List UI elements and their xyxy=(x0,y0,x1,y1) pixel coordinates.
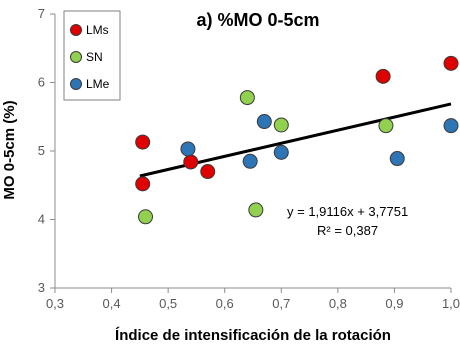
x-tick-label: 0,5 xyxy=(159,296,177,311)
data-point-lme xyxy=(256,114,272,130)
x-tick-label: 0,7 xyxy=(272,296,290,311)
data-point-sn xyxy=(138,209,154,225)
data-point-lme xyxy=(242,153,258,169)
chart-title: a) %MO 0-5cm xyxy=(196,10,319,30)
legend-label-lms: LMs xyxy=(86,23,109,37)
x-tick-label: 0,3 xyxy=(46,296,64,311)
ticks-layer: 0,3 0,4 0,5 0,6 0,7 0,8 0,9 1,0 3 4 5 6 7 xyxy=(38,6,460,311)
y-tick-label: 4 xyxy=(38,212,45,227)
data-point-sn xyxy=(248,202,264,218)
data-point-lms xyxy=(200,164,216,180)
legend: LMs SN LMe xyxy=(63,10,121,101)
legend-marker-lms xyxy=(70,24,82,36)
data-point-lms xyxy=(135,134,151,150)
data-point-lme xyxy=(389,151,405,167)
y-tick-label: 5 xyxy=(38,143,45,158)
x-tick-label: 1,0 xyxy=(442,296,460,311)
legend-items: LMs SN LMe xyxy=(70,23,110,91)
points-layer xyxy=(135,55,459,225)
data-point-lms xyxy=(183,154,199,170)
legend-label-lme: LMe xyxy=(86,77,110,91)
data-point-lme xyxy=(180,141,196,157)
trendline-equation: y = 1,9116x + 3,7751 xyxy=(287,204,408,219)
data-point-lms xyxy=(443,55,459,71)
y-tick-label: 7 xyxy=(38,6,45,21)
data-point-lms xyxy=(375,68,391,84)
y-tick-label: 6 xyxy=(38,75,45,90)
data-point-lms xyxy=(135,176,151,192)
data-point-sn xyxy=(378,118,394,134)
data-point-lme xyxy=(443,118,459,134)
x-tick-label: 0,9 xyxy=(385,296,403,311)
r-squared-label: R² = 0,387 xyxy=(317,223,378,238)
data-point-sn xyxy=(273,117,289,133)
legend-marker-sn xyxy=(70,51,82,63)
x-tick-label: 0,4 xyxy=(103,296,121,311)
legend-marker-lme xyxy=(70,78,82,90)
y-axis-label: MO 0-5cm (%) xyxy=(1,100,18,199)
legend-label-sn: SN xyxy=(86,50,103,64)
y-tick-label: 3 xyxy=(38,280,45,295)
x-tick-label: 0,8 xyxy=(329,296,347,311)
data-point-sn xyxy=(239,90,255,106)
data-point-lme xyxy=(273,144,289,160)
x-axis-label: Índice de intensificación de la rotación xyxy=(115,327,391,344)
x-tick-label: 0,6 xyxy=(216,296,234,311)
